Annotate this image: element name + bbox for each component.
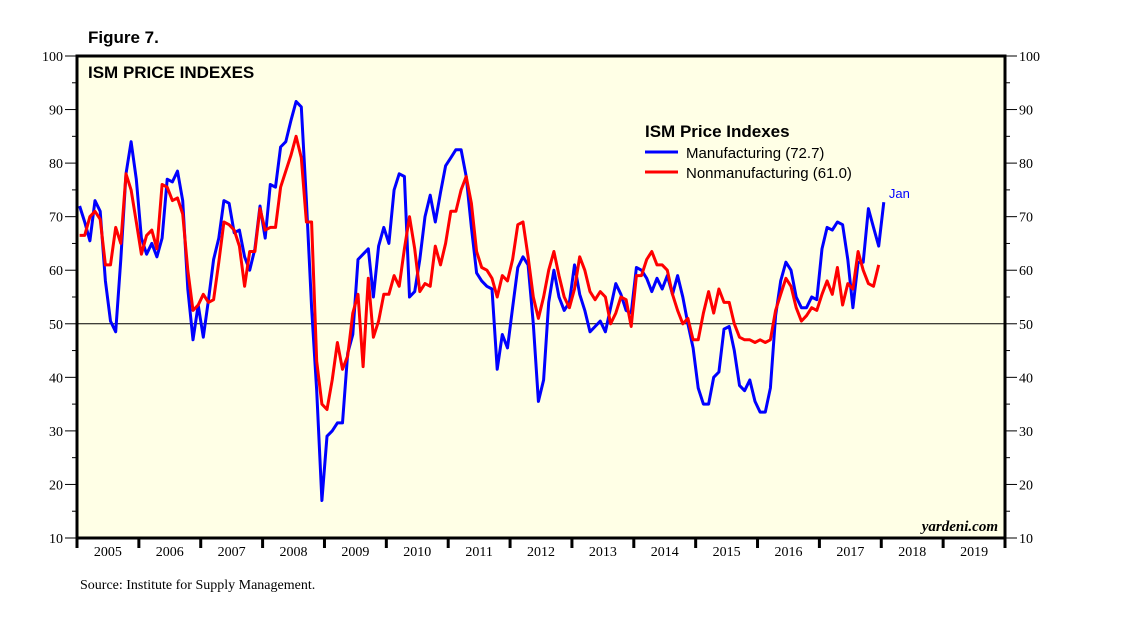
y-tick-label-left: 50 — [49, 318, 63, 333]
y-tick-label-right: 100 — [1019, 50, 1040, 65]
figure-label: Figure 7. — [88, 28, 159, 47]
y-tick-label-left: 30 — [49, 425, 63, 440]
plot-border — [75, 54, 1007, 540]
legend-label-nonmanufacturing: Nonmanufacturing (61.0) — [686, 165, 852, 182]
y-tick-label-left: 80 — [49, 157, 63, 172]
y-tick-label-right: 30 — [1019, 425, 1033, 440]
plot-background — [77, 56, 1005, 538]
y-tick-label-left: 90 — [49, 104, 63, 119]
x-tick-label: 2014 — [651, 545, 679, 560]
series-manufacturing-line — [78, 100, 886, 502]
x-tick-label: 2015 — [713, 545, 741, 560]
y-tick-label-right: 20 — [1019, 478, 1033, 493]
x-tick-label: 2018 — [898, 545, 926, 560]
y-axis-right: 10 20 30 40 50 60 70 80 90 100 — [1005, 50, 1040, 547]
y-tick-label-right: 50 — [1019, 318, 1033, 333]
y-tick-label-right: 60 — [1019, 264, 1033, 279]
y-tick-label-right: 80 — [1019, 157, 1033, 172]
y-tick-label-right: 90 — [1019, 104, 1033, 119]
x-axis: 2005 2006 2007 2008 2009 2010 2011 2012 2013 2014… — [75, 538, 1007, 560]
x-tick-label: 2019 — [960, 545, 988, 560]
y-tick-label-left: 100 — [42, 50, 63, 65]
x-tick-label: 2013 — [589, 545, 617, 560]
x-tick-label: 2010 — [403, 545, 431, 560]
y-tick-label-right: 40 — [1019, 371, 1033, 386]
series-layer — [78, 100, 886, 502]
x-tick-label: 2017 — [836, 545, 864, 560]
chart-title: ISM PRICE INDEXES — [88, 63, 254, 82]
x-tick-label: 2016 — [774, 545, 802, 560]
x-tick-label: 2005 — [94, 545, 122, 560]
y-tick-label-left: 40 — [49, 371, 63, 386]
y-axis-left: 10 20 30 40 50 60 70 80 90 100 — [42, 50, 77, 547]
x-tick-label: 2011 — [465, 545, 492, 560]
y-tick-label-left: 60 — [49, 264, 63, 279]
series-nonmanufacturing-line — [79, 134, 881, 411]
y-tick-label-left: 70 — [49, 211, 63, 226]
source-note: Source: Institute for Supply Management. — [80, 578, 316, 593]
y-tick-label-left: 20 — [49, 478, 63, 493]
y-tick-label-left: 10 — [49, 532, 63, 547]
x-tick-label: 2009 — [341, 545, 369, 560]
x-tick-label: 2008 — [280, 545, 308, 560]
x-tick-label: 2007 — [218, 545, 246, 560]
last-point-label: Jan — [889, 186, 910, 201]
watermark: yardeni.com — [920, 519, 998, 535]
x-tick-label: 2012 — [527, 545, 555, 560]
legend-label-manufacturing: Manufacturing (72.7) — [686, 145, 824, 162]
y-tick-label-right: 10 — [1019, 532, 1033, 547]
y-tick-label-right: 70 — [1019, 211, 1033, 226]
legend-title: ISM Price Indexes — [645, 122, 790, 141]
x-tick-label: 2006 — [156, 545, 184, 560]
